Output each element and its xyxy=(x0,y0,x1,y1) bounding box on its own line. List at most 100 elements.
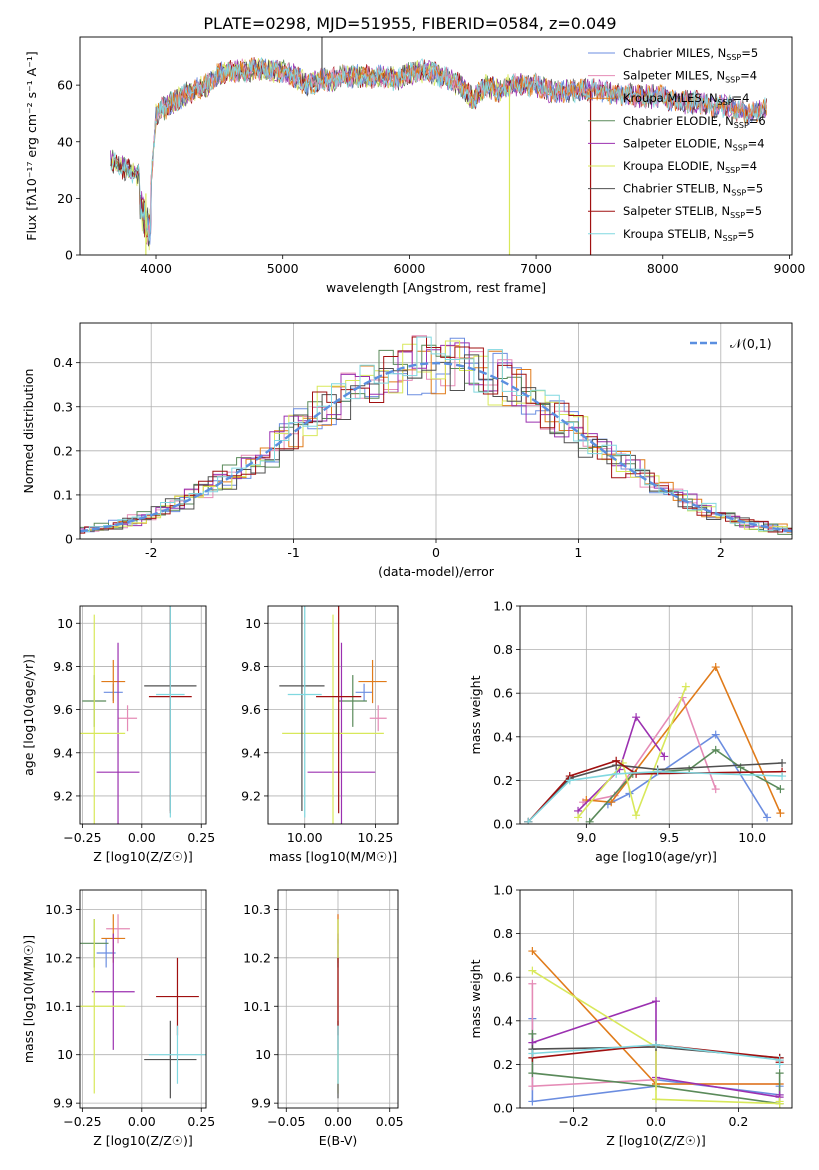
weight-path xyxy=(582,695,717,803)
age-vs-mass-panel: 10.00 10.25 9.2 9.4 9.6 9.8 10 mass [log10(M/M☉… xyxy=(241,605,399,864)
x-tick-label: 10.00 xyxy=(287,830,323,845)
y-tick-label: 60 xyxy=(57,78,73,93)
weight-marker xyxy=(585,817,594,824)
x-tick-label: 9.0 xyxy=(576,830,596,845)
weight-marker xyxy=(565,776,574,785)
y-tick-label: 0.6 xyxy=(493,970,513,985)
errorbar-point xyxy=(80,614,126,824)
y-tick-label: 20 xyxy=(57,191,73,206)
weight-marker xyxy=(778,772,787,781)
x-tick-label: 6000 xyxy=(393,261,425,276)
y-tick-label: 9.9 xyxy=(251,1096,271,1111)
errorbars xyxy=(80,914,206,1099)
errorbar-point xyxy=(338,675,367,727)
legend-n: =6 xyxy=(749,114,766,128)
y-tick-label: 40 xyxy=(57,134,73,149)
y-tick-label: 9.2 xyxy=(241,788,261,803)
weight-path xyxy=(577,686,687,819)
legend-label: Salpeter ELODIE, NSSP=4 xyxy=(623,136,765,152)
y-axis-label: mass weight xyxy=(468,959,483,1038)
weight-marker xyxy=(612,769,621,778)
x-tick-label: −0.2 xyxy=(558,1114,588,1129)
y-tick-label: 1.0 xyxy=(493,599,513,614)
y-tick-label: 10.2 xyxy=(45,950,73,965)
mass-weight-vs-metallicity-panel: −0.2 0.0 0.2 0.0 0.2 0.4 0.6 0.8 1.0 Z [log10(Z/Z… xyxy=(468,883,793,1148)
errorbar-point xyxy=(156,957,199,1036)
legend-n: =5 xyxy=(738,227,755,241)
spectrum-series xyxy=(110,56,767,241)
y-tick-label: 9.8 xyxy=(53,659,73,674)
legend-label: Chabrier STELIB, NSSP=5 xyxy=(623,182,763,198)
x-axis-label: E(B-V) xyxy=(319,1133,358,1148)
errorbar-point xyxy=(282,614,384,824)
weight-marker xyxy=(775,1097,784,1106)
age-vs-metallicity-panel: −0.25 0.00 0.25 9.2 9.4 9.6 9.8 10 Z [log10(Z/Z☉… xyxy=(21,605,215,864)
weight-marker xyxy=(660,752,669,761)
errorbars xyxy=(80,606,197,824)
y-axis-label: Flux [fλ10⁻¹⁷ erg cm⁻² s⁻¹ A⁻¹] xyxy=(24,51,39,240)
legend-sub: SSP xyxy=(731,189,746,198)
x-axis-label: mass [log10(M/M☉)] xyxy=(269,849,397,864)
weight-path xyxy=(577,715,665,812)
x-axis-label: Z [log10(Z/Z☉)] xyxy=(93,1133,193,1148)
weight-line xyxy=(582,663,785,818)
weight-marker xyxy=(711,663,720,672)
weight-marker xyxy=(528,1082,537,1091)
errorbar-point xyxy=(101,659,126,704)
histogram-panel: -2 -1 0 1 2 0 0.1 0.2 0.3 0.4 (data-model)/error No… xyxy=(21,322,793,579)
x-tick-label: 9000 xyxy=(774,261,806,276)
y-tick-label: 0.1 xyxy=(53,487,73,502)
legend-sub: SSP xyxy=(725,76,740,85)
y-tick-label: 10.3 xyxy=(45,902,73,917)
legend-label: Chabrier ELODIE, NSSP=6 xyxy=(623,114,766,130)
axes-frame xyxy=(519,889,793,1109)
x-axis-label: age [log10(age/yr)] xyxy=(595,849,717,864)
y-tick-label: 0 xyxy=(65,248,73,263)
axes-frame xyxy=(277,889,399,1109)
axes-frame xyxy=(267,605,399,825)
errorbar-point xyxy=(279,606,325,812)
errorbar-point xyxy=(358,659,387,704)
legend-entry: Kroupa MILES, NSSP=4 xyxy=(588,91,749,107)
x-tick-label: 0.25 xyxy=(187,1114,215,1129)
legend-entry: Kroupa ELODIE, NSSP=4 xyxy=(588,159,757,175)
errorbar-point xyxy=(148,1025,206,1084)
legend-label: Kroupa STELIB, NSSP=5 xyxy=(623,227,754,243)
mass-vs-extinction-panel: −0.05 0.00 0.05 9.9 10 10.1 10.2 10.3 E(B-V) xyxy=(243,889,404,1148)
x-tick-label: 0.05 xyxy=(376,1114,404,1129)
mass-weight-vs-age-panel: 9.0 9.5 10.0 0.0 0.2 0.4 0.6 0.8 1.0 age [log10(a… xyxy=(468,599,793,864)
histogram-series xyxy=(80,336,792,534)
x-tick-label: 10.25 xyxy=(357,830,393,845)
x-tick-label: 0.00 xyxy=(128,830,156,845)
x-tick-label: −0.05 xyxy=(267,1114,305,1129)
spectrum-series xyxy=(150,57,768,185)
histogram-series xyxy=(80,354,792,535)
histogram-series xyxy=(80,336,792,532)
errorbar-point xyxy=(118,705,138,732)
axes-frame xyxy=(79,36,793,256)
x-tick-label: 2 xyxy=(717,545,725,560)
legend-n: =4 xyxy=(748,136,765,150)
y-tick-label: 10.1 xyxy=(45,999,73,1014)
weight-path xyxy=(589,748,781,823)
errorbar-point xyxy=(156,606,185,818)
y-tick-label: 10 xyxy=(255,1047,271,1062)
spectrum-panel: 4000 5000 6000 7000 8000 9000 0 20 40 60 wavelengt… xyxy=(24,36,806,295)
legend-entry: Salpeter MILES, NSSP=4 xyxy=(588,69,757,85)
legend-n: =4 xyxy=(740,159,757,173)
errorbar-point xyxy=(369,705,387,732)
legend-n: =5 xyxy=(745,204,762,218)
legend-base: Kroupa ELODIE, N xyxy=(623,159,725,173)
figure-title: PLATE=0298, MJD=51955, FIBERID=0584, z=0… xyxy=(203,14,616,33)
weight-marker xyxy=(681,682,690,691)
errorbar-point xyxy=(144,1020,197,1099)
legend-base: Salpeter ELODIE, N xyxy=(623,136,733,150)
y-tick-label: 9.4 xyxy=(53,745,73,760)
x-tick-label: 10.0 xyxy=(738,830,766,845)
x-axis-label: Z [log10(Z/Z☉)] xyxy=(606,1133,706,1148)
y-tick-label: 0.8 xyxy=(493,926,513,941)
y-tick-label: 10 xyxy=(57,616,73,631)
legend-entry: Salpeter ELODIE, NSSP=4 xyxy=(588,136,765,152)
legend-label: Salpeter STELIB, NSSP=5 xyxy=(623,204,762,220)
weight-marker xyxy=(528,979,537,988)
